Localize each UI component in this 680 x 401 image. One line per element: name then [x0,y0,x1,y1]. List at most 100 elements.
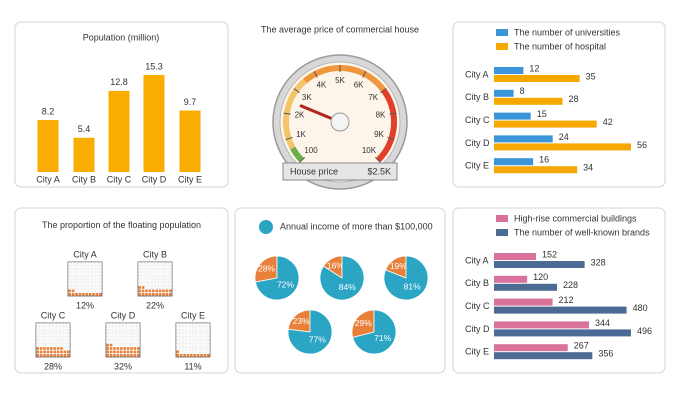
waffle-cell [138,269,142,272]
data-label: 71% [374,333,391,343]
waffle-cell [151,286,155,289]
waffle-cell-filled [50,350,53,354]
waffle-cell [81,265,85,269]
tick-label: 7K [368,93,378,102]
waffle-cell [49,340,53,344]
waffle-cell-filled [109,350,113,354]
waffle-cell [66,323,70,327]
legend-swatch [496,215,508,222]
waffle-cell [71,275,75,279]
waffle-cell [200,333,203,337]
waffle-cell-filled [85,293,88,296]
bar [494,158,534,166]
waffle-cell [138,272,142,276]
waffle-cell [186,340,190,344]
waffle-cell [136,333,140,337]
waffle-cell [206,330,210,333]
waffle-cell [92,275,95,279]
waffle-cell [141,265,145,269]
waffle-cell [119,340,123,344]
waffle-cell-filled [133,350,137,354]
waffle-cell [203,343,207,347]
waffle-cell [71,265,75,269]
waffle-cell [130,333,133,337]
waffle-cell [109,340,113,344]
waffle-cell-filled [36,347,39,350]
data-label: 212 [559,295,574,305]
waffle-cell [123,323,127,327]
waffle-cell-filled [53,347,56,350]
waffle-cell [98,289,102,293]
waffle-cell [88,265,92,269]
bar [108,90,130,172]
data-label: 28% [258,264,275,274]
waffle-cell [126,330,130,333]
waffle-cell [43,340,46,344]
waffle-cell [148,286,152,289]
waffle-cell [145,265,148,269]
waffle-cell [43,333,46,337]
waffle-cell [168,265,172,269]
waffle-cell-filled [53,350,56,354]
waffle-cell [78,269,82,272]
waffle-cell [98,269,102,272]
waffle-cell-filled [145,289,148,293]
waffle-cell [136,340,140,344]
waffle-cell [203,333,207,337]
waffle-cell [109,336,113,340]
category-label: City C [41,310,66,320]
y-tick-label: City E [465,161,489,171]
waffle-cell [53,330,57,333]
waffle-cell-filled [43,347,46,350]
waffle-cell [88,269,92,272]
tick-label: 10K [362,146,377,155]
waffle-cell [193,340,197,344]
waffle-cell [203,326,207,330]
waffle-cell [179,323,183,327]
waffle-cell [63,333,67,337]
waffle-cell [176,343,180,347]
waffle-cell [145,279,148,283]
waffle-cell [179,340,183,344]
tick-label: 9K [374,130,384,139]
waffle-cell [138,262,142,266]
waffle-cell [88,289,92,293]
waffle-cell [179,336,183,340]
waffle-cell-filled [39,347,43,350]
waffle-cell [92,289,95,293]
waffle-cell [145,269,148,272]
waffle-cell [200,340,203,344]
waffle-cell [71,279,75,283]
waffle-cell [106,326,110,330]
waffle-cell [53,333,57,337]
data-label: 81% [404,281,421,291]
waffle-cell-filled [152,293,155,296]
legend-label: Annual income of more than $100,000 [280,221,433,231]
waffle-cell [116,323,120,327]
waffle-cell [206,340,210,344]
waffle-cell [186,333,190,337]
y-tick-label: City A [465,255,489,265]
legend-label: High-rise commercial buildings [514,213,637,223]
waffle-cell [200,343,203,347]
data-label: 12% [76,300,94,310]
waffle-cell-filled [50,354,53,357]
waffle-cell [63,343,67,347]
waffle-cell-filled [137,347,140,350]
waffle-cell [179,343,183,347]
tick-label: 5K [335,76,345,85]
waffle-cell [189,336,193,340]
legend-label: The number of hospital [514,41,606,51]
gauge-hub [330,112,350,132]
waffle-cell [68,279,72,283]
waffle-cell [138,282,142,286]
waffle-cell [196,326,200,330]
waffle-cell [148,272,152,276]
waffle-cell [158,269,162,272]
waffle-cell [46,333,50,337]
waffle-cell [193,323,197,327]
data-label: 35 [586,71,596,81]
waffle-cell [116,343,120,347]
waffle-cell-filled [71,289,75,293]
waffle-cell [158,262,162,266]
